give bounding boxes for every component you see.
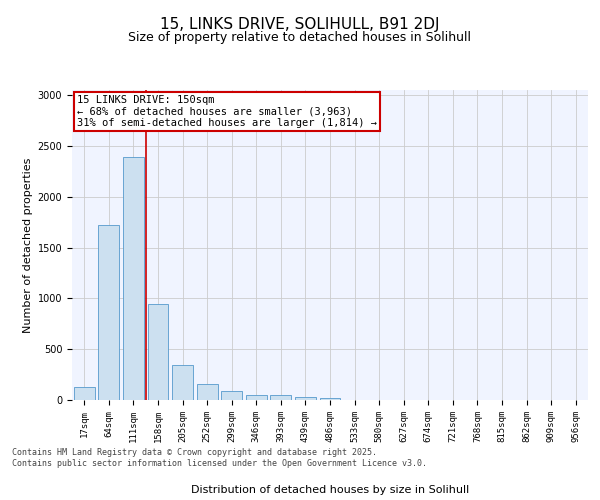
Bar [295,397,316,400]
Text: 15 LINKS DRIVE: 150sqm
← 68% of detached houses are smaller (3,963)
31% of semi-: 15 LINKS DRIVE: 150sqm ← 68% of detached… [77,94,377,128]
Bar [123,157,144,400]
Text: Size of property relative to detached houses in Solihull: Size of property relative to detached ho… [128,31,472,44]
Y-axis label: Number of detached properties: Number of detached properties [23,158,34,332]
Bar [98,225,119,400]
Text: Distribution of detached houses by size in Solihull: Distribution of detached houses by size … [191,485,469,495]
Bar [74,387,95,400]
Bar [148,304,169,400]
Text: Contains HM Land Registry data © Crown copyright and database right 2025.
Contai: Contains HM Land Registry data © Crown c… [12,448,427,468]
Bar [197,384,218,400]
Bar [221,391,242,400]
Bar [320,398,340,400]
Bar [271,396,292,400]
Bar [246,395,267,400]
Text: 15, LINKS DRIVE, SOLIHULL, B91 2DJ: 15, LINKS DRIVE, SOLIHULL, B91 2DJ [160,18,440,32]
Bar [172,366,193,400]
